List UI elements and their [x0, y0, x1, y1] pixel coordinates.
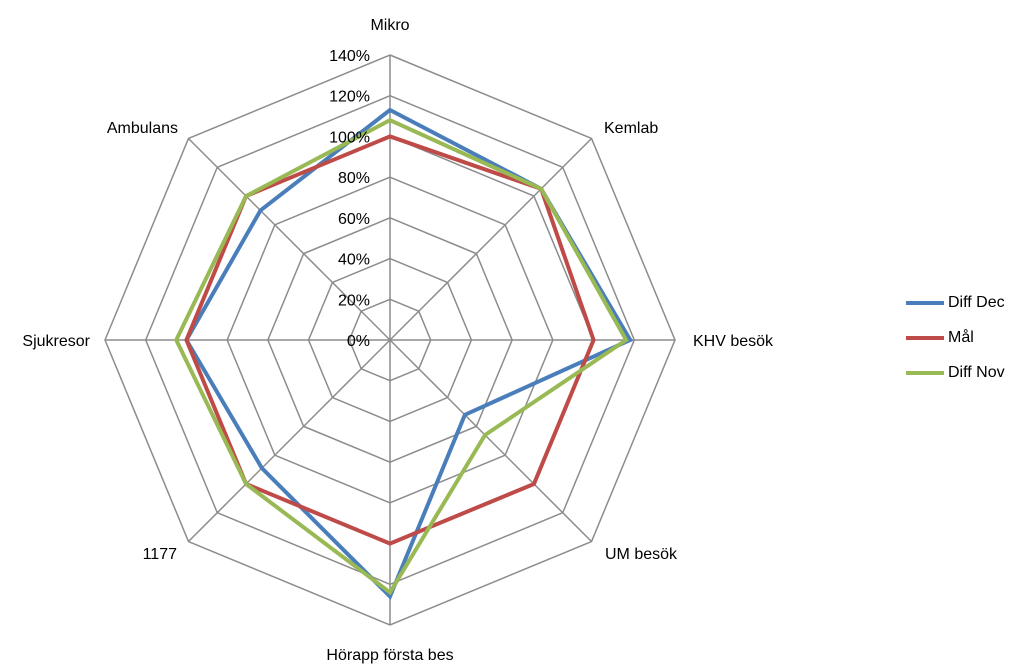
tick-label: 120%: [329, 89, 370, 106]
category-label: 1177: [143, 546, 178, 563]
category-label: UM besök: [605, 546, 678, 563]
grid-spoke: [389, 137, 593, 341]
category-label: Kemlab: [604, 120, 658, 137]
category-label: Mikro: [370, 17, 409, 34]
tick-label: 40%: [338, 252, 370, 269]
grid-spoke: [187, 137, 391, 341]
grid-spoke: [187, 339, 391, 543]
legend-swatch: [906, 371, 944, 375]
legend-item: Diff Dec: [906, 290, 1005, 316]
series-line: [174, 117, 629, 596]
legend-swatch: [906, 336, 944, 340]
tick-label: 100%: [329, 129, 370, 146]
tick-label: 140%: [329, 48, 370, 65]
grid-spoke: [389, 339, 593, 543]
legend-item: Mål: [906, 325, 1005, 351]
category-label: Ambulans: [107, 120, 178, 137]
legend-label: Mål: [948, 329, 974, 346]
category-label: Hörapp första bes: [326, 647, 453, 664]
series-line: [184, 134, 596, 546]
legend-swatch: [906, 301, 944, 305]
tick-label: 0%: [347, 333, 370, 350]
legend: Diff Dec Mål Diff Nov: [906, 290, 1005, 395]
legend-item: Diff Nov: [906, 360, 1005, 386]
category-label: Sjukresor: [22, 333, 90, 350]
tick-label: 20%: [338, 292, 370, 309]
legend-label: Diff Dec: [948, 294, 1005, 311]
legend-label: Diff Nov: [948, 364, 1005, 381]
category-label: KHV besök: [693, 333, 774, 350]
tick-label: 60%: [338, 211, 370, 228]
series-line: [184, 107, 634, 601]
tick-label: 80%: [338, 170, 370, 187]
